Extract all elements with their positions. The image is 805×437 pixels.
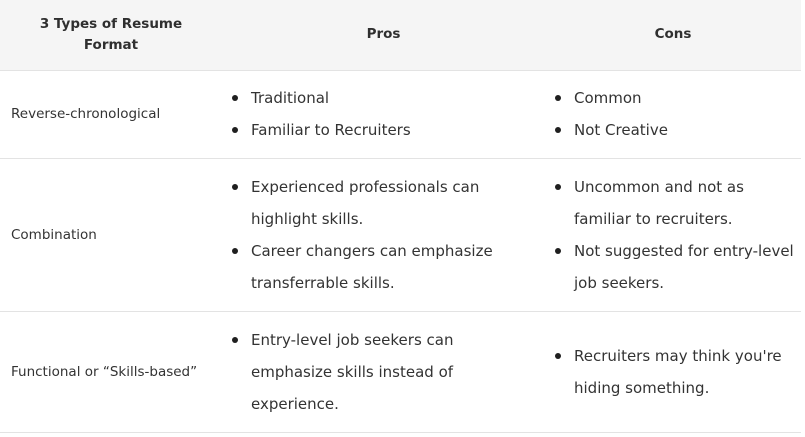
list-item: Entry-level job seekers can emphasize sk… [222, 324, 511, 420]
table-header: 3 Types of Resume Format Pros Cons [0, 0, 801, 70]
list-item-text: Recruiters may think you're hiding somet… [574, 346, 782, 397]
list-item-text: Uncommon and not as familiar to recruite… [574, 177, 744, 228]
header-cons: Cons [654, 26, 692, 43]
list-item: Common [545, 82, 801, 114]
row-type-label: Combination [11, 226, 97, 243]
list-item: Experienced professionals can highlight … [222, 171, 511, 235]
list-item-text: Career changers can emphasize transferra… [251, 241, 493, 292]
header-row: 3 Types of Resume Format Pros Cons [0, 0, 801, 70]
table-row: Combination Experienced professionals ca… [0, 158, 801, 311]
bullet-icon [232, 127, 238, 133]
bullet-icon [232, 336, 238, 343]
cons-cell: Recruiters may think you're hiding somet… [545, 311, 801, 432]
pros-list: Traditional Familiar to Recruiters [222, 82, 511, 146]
cons-list: Uncommon and not as familiar to recruite… [545, 171, 801, 299]
bullet-icon [232, 183, 238, 190]
cons-list: Common Not Creative [545, 82, 801, 146]
bullet-icon [555, 95, 561, 101]
list-item: Uncommon and not as familiar to recruite… [545, 171, 801, 235]
cons-cell: Common Not Creative [545, 70, 801, 158]
list-item-text: Experienced professionals can highlight … [251, 177, 480, 228]
bullet-icon [232, 95, 238, 101]
list-item-text: Traditional [251, 89, 330, 107]
table-row: Functional or “Skills-based” Entry-level… [0, 311, 801, 432]
header-pros: Pros [366, 26, 401, 43]
list-item-text: Common [574, 89, 642, 107]
list-item: Not Creative [545, 114, 801, 146]
row-type-label: Functional or “Skills-based” [11, 363, 198, 380]
list-item: Not suggested for entry-level job seeker… [545, 235, 801, 299]
pros-list: Experienced professionals can highlight … [222, 171, 511, 299]
cons-list: Recruiters may think you're hiding somet… [545, 340, 801, 404]
header-type: 3 Types of Resume Format [39, 15, 183, 53]
bullet-icon [555, 183, 561, 190]
pros-cell: Entry-level job seekers can emphasize sk… [222, 311, 545, 432]
row-type-label: Reverse-chronological [11, 106, 161, 122]
list-item-text: Entry-level job seekers can emphasize sk… [251, 330, 454, 413]
table-row: Reverse-chronological Traditional Famili… [0, 70, 801, 158]
bullet-icon [232, 247, 238, 254]
bullet-icon [555, 352, 561, 359]
bullet-icon [555, 127, 561, 133]
list-item-text: Familiar to Recruiters [251, 121, 411, 139]
list-item: Career changers can emphasize transferra… [222, 235, 511, 299]
bullet-icon [555, 247, 561, 254]
list-item: Recruiters may think you're hiding somet… [545, 340, 801, 404]
table-body: Reverse-chronological Traditional Famili… [0, 70, 801, 432]
pros-cell: Experienced professionals can highlight … [222, 158, 545, 311]
list-item-text: Not suggested for entry-level job seeker… [574, 241, 794, 292]
list-item: Traditional [222, 82, 511, 114]
list-item-text: Not Creative [574, 121, 668, 139]
pros-cell: Traditional Familiar to Recruiters [222, 70, 545, 158]
pros-list: Entry-level job seekers can emphasize sk… [222, 324, 511, 420]
cons-cell: Uncommon and not as familiar to recruite… [545, 158, 801, 311]
list-item: Familiar to Recruiters [222, 114, 511, 146]
